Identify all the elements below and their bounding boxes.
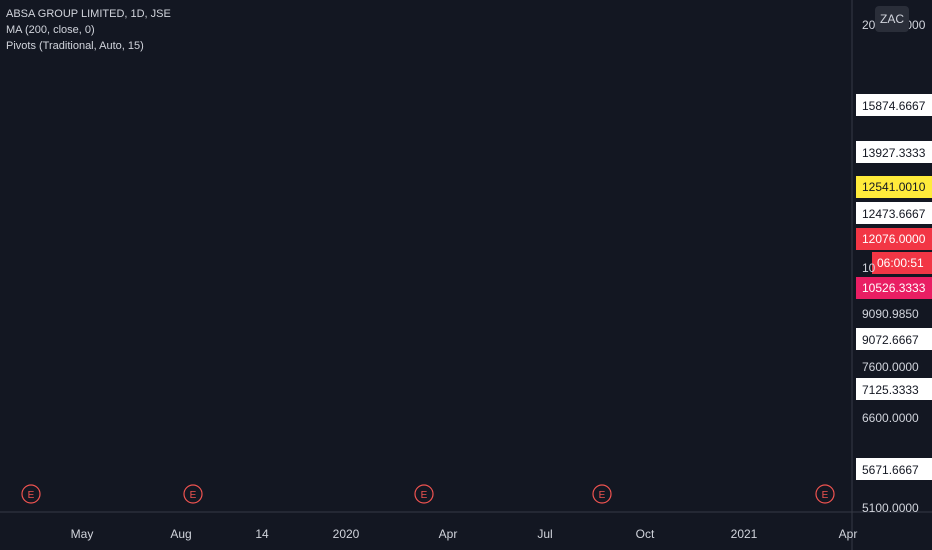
earnings-marker-label: E: [28, 490, 35, 501]
pivots-indicator-label[interactable]: Pivots (Traditional, Auto, 15): [6, 40, 144, 52]
pivot-price-label: 10526.3333: [862, 281, 926, 295]
earnings-marker[interactable]: [815, 484, 835, 504]
y-tick-label: 7600.0000: [862, 360, 919, 374]
earnings-marker[interactable]: [183, 484, 203, 504]
y-tick-label: 9072.6667: [862, 333, 919, 347]
earnings-marker[interactable]: [592, 484, 612, 504]
earnings-marker-label: E: [421, 490, 428, 501]
y-tick-label: 5671.6667: [862, 463, 919, 477]
x-tick-label: Oct: [636, 527, 655, 541]
countdown-label: 06:00:51: [877, 256, 924, 270]
y-tick-label: 7125.3333: [862, 383, 919, 397]
earnings-marker-label: E: [599, 490, 606, 501]
earnings-marker[interactable]: [21, 484, 41, 504]
y-tick-box: [856, 328, 932, 350]
earnings-marker-label: E: [190, 490, 197, 501]
earnings-marker-label: E: [822, 490, 829, 501]
currency-badge[interactable]: ZAC: [875, 6, 909, 32]
y-tick-label: 6600.0000: [862, 411, 919, 425]
x-tick-label: 2021: [731, 527, 758, 541]
y-tick-box: [856, 202, 932, 224]
x-tick-label: Apr: [439, 527, 458, 541]
horizontal-line-price-box: [856, 176, 932, 198]
countdown-box: [872, 252, 932, 274]
y-tick-label: 15874.6667: [862, 99, 926, 113]
chart-legend: ABSA GROUP LIMITED, 1D, JSE MA (200, clo…: [6, 6, 171, 54]
y-tick-box: [856, 458, 932, 480]
x-tick-label: Apr: [839, 527, 858, 541]
y-tick-box: [856, 94, 932, 116]
y-tick-box: [856, 141, 932, 163]
pivot-price-box: [856, 277, 932, 299]
y-tick-label: 9090.9850: [862, 307, 919, 321]
y-tick-box: [856, 378, 932, 400]
x-tick-label: May: [71, 527, 94, 541]
x-tick-label: Jul: [537, 527, 552, 541]
x-tick-label: 2020: [333, 527, 360, 541]
x-tick-label: Aug: [170, 527, 191, 541]
y-tick-label: 5100.0000: [862, 501, 919, 515]
current-price-label: 12076.0000: [862, 232, 926, 246]
horizontal-line-price-label: 12541.0010: [862, 180, 926, 194]
symbol-title[interactable]: ABSA GROUP LIMITED, 1D, JSE: [6, 8, 171, 20]
x-tick-label: 14: [255, 527, 269, 541]
y-tick-label-partial: 10: [862, 261, 876, 275]
y-tick-label: 13927.3333: [862, 146, 926, 160]
ma-indicator-label[interactable]: MA (200, close, 0): [6, 24, 95, 36]
earnings-marker[interactable]: [414, 484, 434, 504]
y-tick-label: 12473.6667: [862, 207, 926, 221]
current-price-box: [856, 228, 932, 250]
